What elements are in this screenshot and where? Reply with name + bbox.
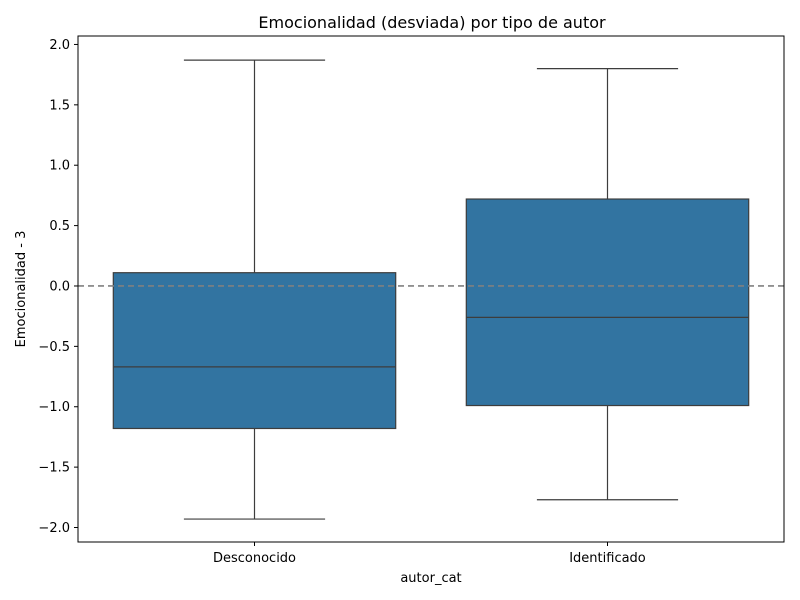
y-tick-label: 1.0 xyxy=(49,159,70,174)
x-tick-label: Identificado xyxy=(569,551,646,566)
y-tick-label: 0.0 xyxy=(49,279,70,294)
x-tick-label: Desconocido xyxy=(213,551,296,566)
plot-area xyxy=(78,59,784,520)
y-tick-label: −2.0 xyxy=(38,521,70,536)
x-axis: Desconocido Identificado xyxy=(213,542,646,566)
y-tick-label: 2.0 xyxy=(49,38,70,53)
y-tick-label: −0.5 xyxy=(38,340,70,355)
iqr-box xyxy=(465,198,750,407)
y-tick-label: 1.5 xyxy=(49,98,70,113)
y-tick-label: −1.5 xyxy=(38,461,70,476)
chart-title: Emocionalidad (desviada) por tipo de aut… xyxy=(258,13,606,32)
y-axis: −2.0 −1.5 −1.0 −0.5 0.0 0.5 1.0 1.5 2.0 xyxy=(38,38,78,536)
y-tick-label: −1.0 xyxy=(38,400,70,415)
x-axis-label: autor_cat xyxy=(400,571,461,586)
y-axis-label: Emocionalidad - 3 xyxy=(14,231,29,348)
y-tick-label: 0.5 xyxy=(49,219,70,234)
box-desconocido xyxy=(112,59,397,520)
iqr-box xyxy=(112,272,397,430)
box-identificado xyxy=(465,68,750,501)
plot-frame xyxy=(77,35,785,543)
